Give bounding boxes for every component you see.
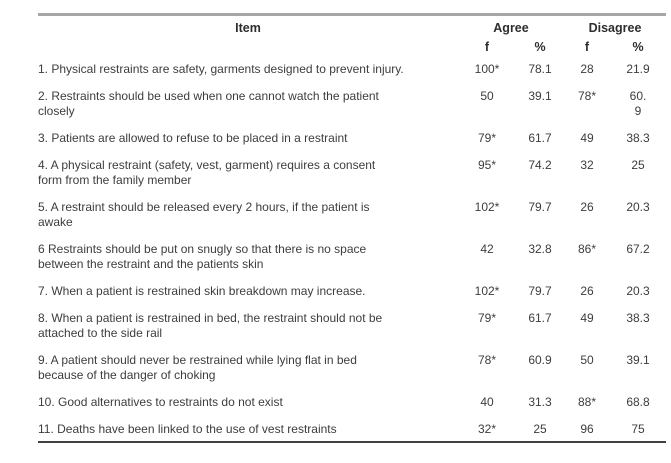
item-cell: 11. Deaths have been linked to the use o… <box>38 422 337 436</box>
table-row: 10. Good alternatives to restraints do n… <box>38 395 666 422</box>
header-group-row: Item Agree Disagree <box>38 15 666 40</box>
disagree-f-cell: 32 <box>580 158 594 172</box>
disagree-f-cell: 50 <box>580 353 594 367</box>
agree-f-cell: 79* <box>477 131 497 145</box>
column-header-disagree-pct: % <box>632 40 644 54</box>
item-cell: 4. A physical restraint (safety, vest, g… <box>38 158 376 187</box>
agree-pct-cell: 31.3 <box>528 395 552 409</box>
agree-pct-cell: 61.7 <box>528 311 552 325</box>
agree-f-cell: 78* <box>477 353 497 367</box>
agree-f-cell: 102* <box>474 284 500 298</box>
column-header-agree-f: f <box>484 40 490 54</box>
agree-f-cell: 32* <box>477 422 497 436</box>
agree-pct-cell: 79.7 <box>528 200 552 214</box>
column-header-disagree: Disagree <box>588 21 642 35</box>
table-row: 7. When a patient is restrained skin bre… <box>38 284 666 311</box>
disagree-f-cell: 28 <box>580 62 594 76</box>
agree-pct-cell: 61.7 <box>528 131 552 145</box>
table-row: 5. A restraint should be released every … <box>38 200 666 242</box>
disagree-pct-cell: 38.3 <box>626 311 650 325</box>
item-cell: 8. When a patient is restrained in bed, … <box>38 311 383 340</box>
header-spacer <box>38 39 458 62</box>
table-row: 11. Deaths have been linked to the use o… <box>38 422 666 442</box>
disagree-pct-cell: 20.3 <box>626 200 650 214</box>
agree-f-cell: 102* <box>474 200 500 214</box>
agree-pct-cell: 39.1 <box>528 89 552 103</box>
agree-pct-cell: 78.1 <box>528 62 552 76</box>
agree-f-cell: 40 <box>480 395 494 409</box>
disagree-pct-cell: 67.2 <box>626 242 650 256</box>
disagree-f-cell: 78* <box>577 89 597 103</box>
disagree-pct-cell: 38.3 <box>626 131 650 145</box>
disagree-f-cell: 49 <box>580 311 594 325</box>
item-cell: 5. A restraint should be released every … <box>38 200 370 229</box>
disagree-pct-cell: 20.3 <box>626 284 650 298</box>
item-cell: 10. Good alternatives to restraints do n… <box>38 395 283 409</box>
restraint-knowledge-table: Item Agree Disagree f % f % 1. Physical … <box>38 13 666 443</box>
table-row: 1. Physical restraints are safety, garme… <box>38 62 666 89</box>
table-row: 3. Patients are allowed to refuse to be … <box>38 131 666 158</box>
item-cell: 9. A patient should never be restrained … <box>38 353 357 382</box>
disagree-pct-cell: 68.8 <box>626 395 650 409</box>
item-cell: 7. When a patient is restrained skin bre… <box>38 284 366 298</box>
header-sub-row: f % f % <box>38 39 666 62</box>
disagree-f-cell: 49 <box>580 131 594 145</box>
disagree-pct-cell: 75 <box>631 422 645 436</box>
table-row: 4. A physical restraint (safety, vest, g… <box>38 158 666 200</box>
agree-pct-cell: 74.2 <box>528 158 552 172</box>
table-body: 1. Physical restraints are safety, garme… <box>38 62 666 442</box>
agree-f-cell: 50 <box>480 89 494 103</box>
agree-f-cell: 95* <box>477 158 497 172</box>
column-header-disagree-f: f <box>584 40 590 54</box>
table-row: 8. When a patient is restrained in bed, … <box>38 311 666 353</box>
agree-pct-cell: 79.7 <box>528 284 552 298</box>
agree-pct-cell: 60.9 <box>528 353 552 367</box>
agree-f-cell: 100* <box>474 62 500 76</box>
disagree-pct-cell: 21.9 <box>626 62 650 76</box>
disagree-f-cell: 86* <box>577 242 597 256</box>
disagree-f-cell: 26 <box>580 200 594 214</box>
agree-f-cell: 42 <box>480 242 494 256</box>
item-cell: 1. Physical restraints are safety, garme… <box>38 62 404 76</box>
disagree-pct-cell: 25 <box>631 158 645 172</box>
column-header-agree: Agree <box>493 21 529 35</box>
disagree-f-cell: 26 <box>580 284 594 298</box>
item-cell: 6 Restraints should be put on snugly so … <box>38 242 367 271</box>
disagree-pct-cell: 39.1 <box>626 353 650 367</box>
table-row: 9. A patient should never be restrained … <box>38 353 666 395</box>
agree-pct-cell: 32.8 <box>528 242 552 256</box>
disagree-f-cell: 88* <box>577 395 597 409</box>
table-row: 6 Restraints should be put on snugly so … <box>38 242 666 284</box>
table-header: Item Agree Disagree f % f % <box>38 15 666 63</box>
item-cell: 3. Patients are allowed to refuse to be … <box>38 131 348 145</box>
column-header-agree-pct: % <box>534 40 546 54</box>
item-cell: 2. Restraints should be used when one ca… <box>38 89 379 118</box>
table-row: 2. Restraints should be used when one ca… <box>38 89 666 131</box>
agree-f-cell: 79* <box>477 311 497 325</box>
agree-pct-cell: 25 <box>533 422 547 436</box>
disagree-pct-cell: 60. 9 <box>629 89 647 118</box>
column-header-item: Item <box>235 21 261 35</box>
disagree-f-cell: 96 <box>580 422 594 436</box>
